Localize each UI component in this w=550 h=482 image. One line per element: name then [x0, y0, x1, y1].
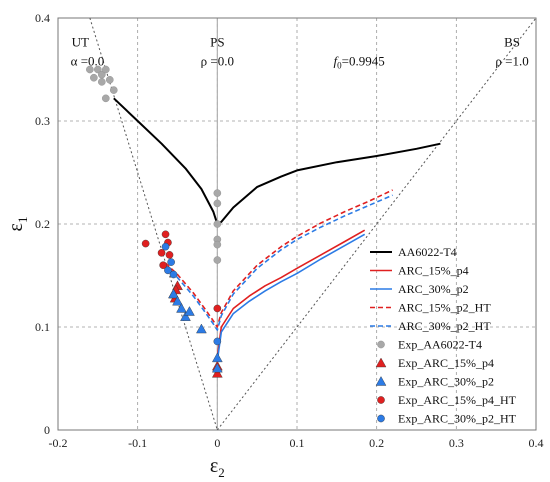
legend-item-arc-15-p2-ht: ARC_15%_p2_HT [370, 301, 491, 315]
series-line-arc-15-p4 [216, 229, 366, 358]
series-line-arc-30-p2-ht [164, 194, 393, 331]
point-exp-aa6022-t4 [109, 86, 118, 94]
point-exp-arc-30-p2 [211, 352, 223, 363]
legend-label: ARC_15%_p4 [398, 264, 469, 278]
legend-label: Exp_ARC_15%_p4 [398, 356, 494, 370]
legend-item-arc-30-p2: ARC_30%_p2 [370, 282, 469, 296]
annotation-ut1: UT [72, 35, 89, 50]
point-exp-aa6022-t4 [213, 256, 222, 264]
x-tick-label: -0.1 [128, 436, 147, 450]
point-exp-arc-30-p2 [211, 362, 223, 373]
point-exp-aa6022-t4 [94, 65, 102, 74]
legend-label: ARC_30%_p2_HT [398, 319, 491, 333]
point-exp-aa6022-t4 [102, 94, 110, 103]
legend-label: Exp_AA6022-T4 [398, 338, 482, 352]
annotation-f0: f0=0.9945 [334, 53, 385, 70]
x-axis-label: ε2 [210, 455, 225, 480]
point-exp-arc-15-p4 [211, 367, 223, 378]
y-tick-label: 0.4 [35, 11, 50, 25]
legend: AA6022-T4 ARC_15%_p4 ARC_30%_p2 ARC_15%_p2_… [370, 245, 517, 426]
legend-swatch-marker [375, 376, 387, 386]
annotation-ut2: α =0.0 [71, 53, 105, 68]
point-exp-arc-15-p4-ht [213, 304, 222, 313]
point-exp-aa6022-t4 [213, 189, 222, 197]
x-tick-label: 0.2 [369, 436, 384, 450]
x-tick-label: 0.1 [290, 436, 305, 450]
y-tick-label: 0.1 [35, 320, 50, 334]
point-exp-arc-30-p2-ht [169, 270, 178, 279]
point-exp-aa6022-t4 [213, 240, 222, 249]
legend-swatch-marker [375, 357, 387, 368]
legend-item-exp-aa6022-t4: Exp_AA6022-T4 [377, 338, 482, 352]
plot-border [57, 17, 537, 431]
x-tick-label: 0 [214, 436, 220, 450]
legend-item-exp-arc-15-p4: Exp_ARC_15%_p4 [375, 356, 494, 370]
point-exp-arc-30-p2 [176, 303, 187, 313]
legend-label: ARC_15%_p2_HT [398, 301, 491, 315]
legend-label: Exp_ARC_30%_p2_HT [398, 412, 517, 426]
reference-lines [89, 17, 537, 431]
legend-item-aa6022-t4: AA6022-T4 [370, 245, 457, 259]
legend-swatch-marker [377, 340, 385, 349]
point-exp-aa6022-t4 [102, 65, 110, 74]
legend-item-exp-arc-30-p2-ht: Exp_ARC_30%_p2_HT [377, 412, 517, 426]
legend-label: AA6022-T4 [398, 245, 457, 259]
legend-label: ARC_30%_p2 [398, 282, 469, 296]
point-exp-arc-30-p2-ht [164, 266, 172, 275]
point-exp-aa6022-t4 [90, 73, 98, 82]
legend-item-arc-15-p4: ARC_15%_p4 [370, 264, 469, 278]
point-exp-arc-15-p4-ht [157, 249, 166, 257]
x-tick-label: 0.3 [449, 436, 464, 450]
y-tick-label: 0 [44, 423, 50, 437]
point-exp-aa6022-t4 [213, 199, 222, 208]
point-exp-arc-30-p2 [180, 311, 191, 321]
point-exp-arc-15-p4-ht [159, 261, 167, 270]
tick-labels: -0.2 -0.1 0 0.1 0.2 0.3 0.4 0 0.1 0.2 0.3 0.4 [35, 11, 544, 450]
legend-item-exp-arc-30-p2: Exp_ARC_30%_p2 [375, 375, 494, 389]
annotation-bs1: BS [504, 35, 520, 50]
annotation-ps2: ρ =0.0 [201, 53, 234, 68]
point-exp-arc-30-p2-ht [167, 258, 175, 266]
point-exp-arc-30-p2 [184, 306, 195, 316]
legend-label: Exp_ARC_30%_p2 [398, 375, 494, 389]
point-exp-arc-15-p4-ht [161, 230, 170, 239]
y-tick-label: 0.2 [35, 217, 50, 231]
point-exp-arc-30-p2 [172, 295, 183, 306]
legend-item-exp-arc-15-p4-ht: Exp_ARC_15%_p4_HT [377, 393, 517, 407]
point-exp-aa6022-t4 [98, 78, 106, 86]
legend-swatch-marker [377, 414, 385, 423]
series-line-aa6022-t4 [113, 97, 441, 225]
reference-line-bs [216, 17, 537, 431]
experimental-points [86, 65, 223, 378]
annotations: UT α =0.0 PS ρ =0.0 f0=0.9945 BS ρ =1.0 [71, 35, 529, 71]
legend-item-arc-30-p2-ht: ARC_30%_p2_HT [370, 319, 491, 333]
y-tick-label: 0.3 [35, 114, 50, 128]
axis-labels: ε2 ε1 [5, 217, 225, 480]
series-lines [113, 97, 441, 362]
plot-frame [57, 17, 537, 431]
annotation-ps1: PS [210, 35, 224, 50]
point-exp-arc-15-p4-ht [141, 239, 150, 248]
point-exp-aa6022-t4 [213, 220, 222, 228]
point-exp-aa6022-t4 [86, 65, 94, 74]
x-tick-label: 0.4 [529, 436, 544, 450]
series-line-arc-15-p2-ht [164, 189, 393, 328]
series-line-arc-30-p2 [216, 233, 366, 362]
point-exp-aa6022-t4 [105, 76, 114, 84]
x-tick-label: -0.2 [49, 436, 68, 450]
legend-swatch-marker [377, 396, 385, 404]
point-exp-arc-15-p4-ht [165, 251, 174, 259]
point-exp-arc-30-p2-ht [213, 337, 222, 346]
annotation-bs2: ρ =1.0 [495, 53, 528, 68]
point-exp-arc-30-p2 [168, 288, 179, 299]
point-exp-arc-30-p2-ht [161, 242, 170, 251]
y-axis-label: ε1 [5, 217, 30, 232]
legend-label: Exp_ARC_15%_p4_HT [398, 393, 517, 407]
point-exp-arc-30-p2 [196, 323, 207, 334]
